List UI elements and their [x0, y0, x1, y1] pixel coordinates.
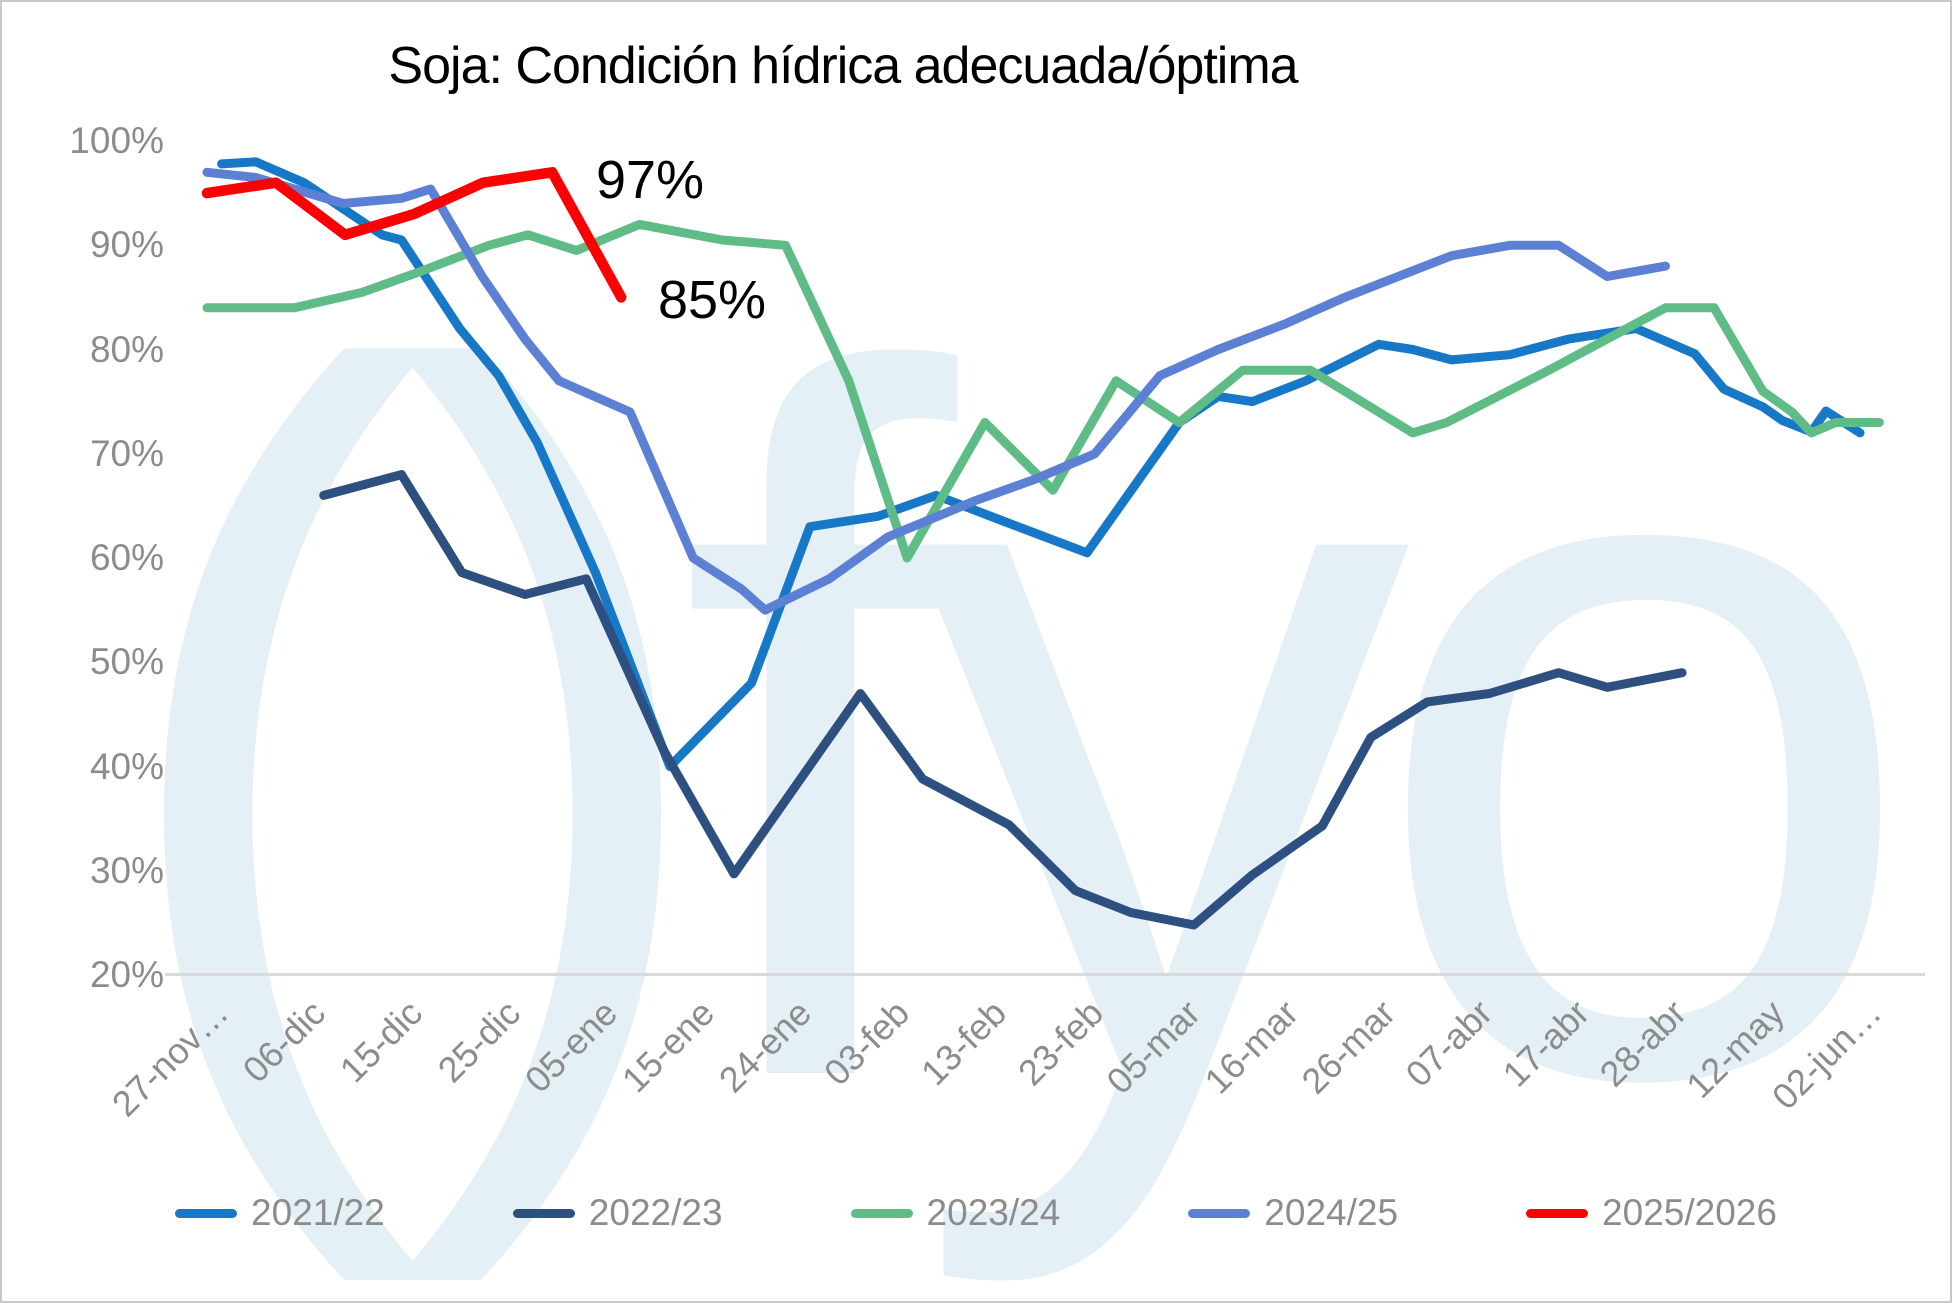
legend-item-2023-24: 2023/24 — [850, 1192, 1061, 1234]
fyo-watermark: ()fyo — [102, 168, 1922, 1285]
legend-label: 2022/23 — [588, 1192, 723, 1233]
y-tick-label: 70% — [89, 432, 164, 474]
y-tick-label: 20% — [89, 954, 164, 995]
series-line-2023-24 — [202, 219, 1884, 563]
legend-item-2022-23: 2022/23 — [512, 1192, 723, 1234]
legend-swatch-icon — [175, 1208, 238, 1218]
y-tick-label: 40% — [89, 745, 164, 787]
legend-label: 2024/25 — [1264, 1192, 1399, 1233]
y-tick-label: 80% — [89, 328, 164, 370]
legend-swatch-icon — [1188, 1208, 1251, 1218]
legend-item-2021-22: 2021/22 — [175, 1192, 385, 1234]
legend-swatch-icon — [850, 1208, 913, 1218]
x-axis-line — [165, 973, 1925, 976]
data-label-85%: 85% — [657, 270, 767, 330]
data-label-97%: 97% — [595, 150, 705, 210]
legend-label: 2021/22 — [251, 1192, 385, 1233]
y-tick-label: 90% — [89, 224, 164, 266]
series-line-2025-2026 — [201, 167, 627, 303]
series-line-2022-23 — [319, 470, 1687, 930]
chart-title: Soja: Condición hídrica adecuada/óptima — [388, 37, 1298, 95]
legend: 2021/22 2022/23 2023/24 2024/25 2025/2026 — [2, 1192, 1950, 1234]
y-tick-label: 30% — [89, 849, 164, 891]
legend-swatch-icon — [512, 1208, 575, 1218]
series-line-2024-25 — [202, 167, 1670, 615]
legend-label: 2025/2026 — [1602, 1192, 1777, 1233]
legend-label: 2023/24 — [926, 1192, 1061, 1233]
y-tick-label: 60% — [89, 537, 164, 578]
legend-swatch-icon — [1526, 1208, 1589, 1218]
y-tick-label: 50% — [89, 641, 164, 683]
legend-item-2024-25: 2024/25 — [1188, 1192, 1398, 1234]
y-tick-label: 100% — [69, 120, 164, 161]
legend-item-2025-2026: 2025/2026 — [1526, 1192, 1777, 1234]
